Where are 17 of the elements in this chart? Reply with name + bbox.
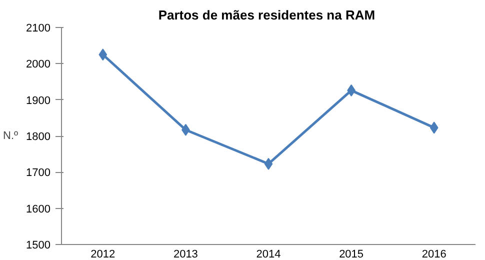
chart-title: Partos de mães residentes na RAM [158, 8, 376, 22]
x-tick-label: 2013 [173, 248, 198, 260]
point [98, 48, 108, 61]
y-tick-label: 2100 [26, 22, 51, 34]
y-tick-label: 1600 [26, 203, 51, 216]
x-tick-label: 2016 [422, 248, 446, 260]
y-tick-label: 1800 [26, 131, 51, 143]
x-tick-label: 2012 [90, 248, 116, 260]
point [430, 122, 438, 134]
point [264, 158, 273, 170]
y-tick-label: 1700 [26, 167, 51, 180]
x-tick-label: 2014 [256, 248, 281, 260]
y-tick-label: 2000 [26, 58, 51, 71]
y-tick-label: 1900 [26, 94, 51, 107]
y-tick-label: 1500 [26, 240, 51, 252]
y-axis-title: N.º [3, 130, 18, 142]
x-tick-label: 2015 [339, 248, 364, 260]
